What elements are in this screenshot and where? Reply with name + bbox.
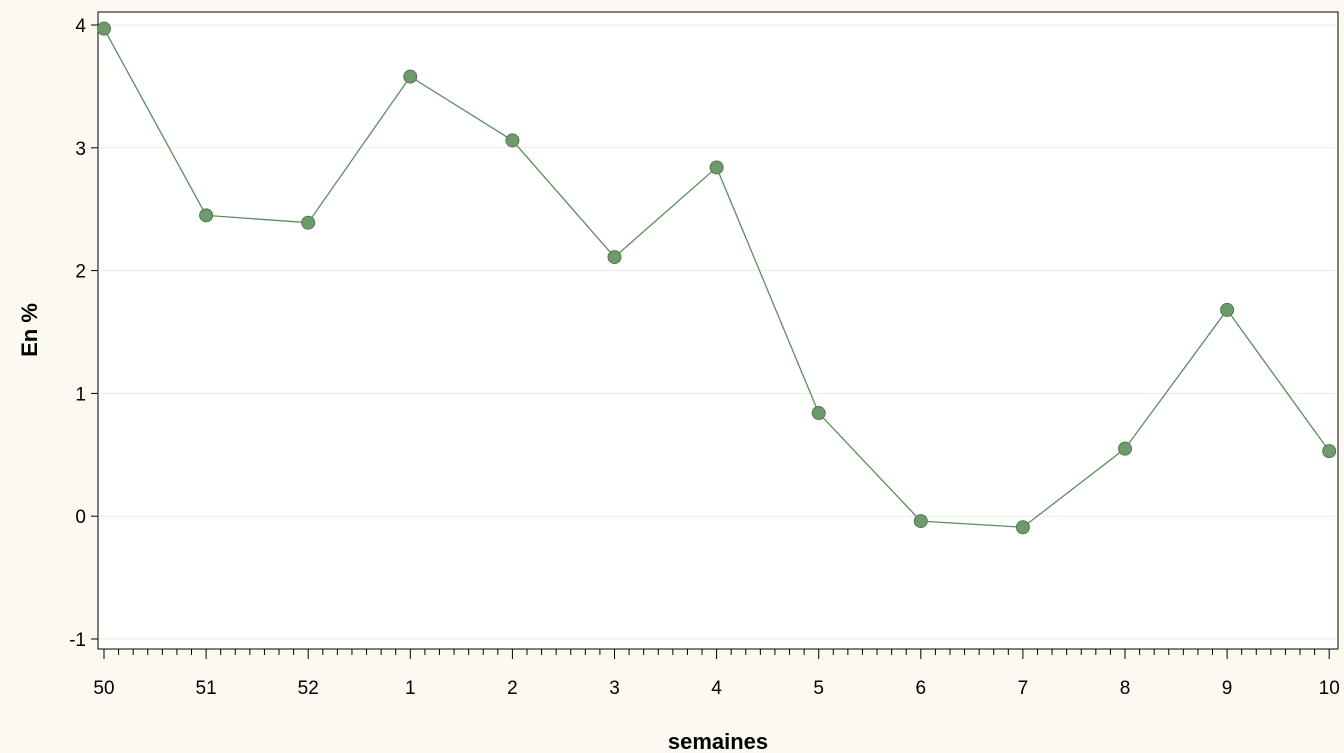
data-point [97,21,111,36]
data-point [505,133,520,148]
data-point [1220,302,1235,317]
plot-area [97,11,1339,650]
x-tick-label: 4 [711,678,722,699]
y-tick-label: 1 [75,384,86,405]
data-point [607,250,622,265]
data-point [709,160,724,175]
x-tick-label: 7 [1018,678,1029,699]
series-0 [97,21,1337,535]
grid-lines [99,24,1337,640]
x-tick-label: 2 [507,678,518,699]
y-tick-label: 0 [75,507,86,528]
data-point [1118,441,1132,456]
x-tick-label: 10 [1319,678,1340,699]
y-tick-label: 3 [75,139,86,160]
x-tick-label: 1 [405,678,416,699]
data-point [811,406,826,421]
x-tick-label: 9 [1222,678,1233,699]
data-point [913,514,928,529]
x-tick-label: 6 [916,678,927,699]
y-tick-label: 4 [75,16,86,37]
data-point [1322,444,1337,459]
x-axis-title: semaines [668,729,768,753]
x-tick-label: 50 [93,678,114,699]
y-tick-label: -1 [69,630,86,651]
y-axis-title: En % [17,303,42,357]
y-tick-label: 2 [75,262,86,283]
data-point [1015,520,1030,535]
x-tick-label: 3 [609,678,620,699]
data-point [199,208,214,223]
x-tick-label: 51 [196,678,217,699]
data-point [403,69,418,84]
axes: -1 0 1 2 3 4 50 51 52 1 2 3 4 5 6 7 8 9 10 [69,16,1340,699]
x-tick-label: 8 [1120,678,1131,699]
data-point [301,215,316,230]
x-tick-label: 52 [298,678,319,699]
x-tick-label: 5 [813,678,824,699]
